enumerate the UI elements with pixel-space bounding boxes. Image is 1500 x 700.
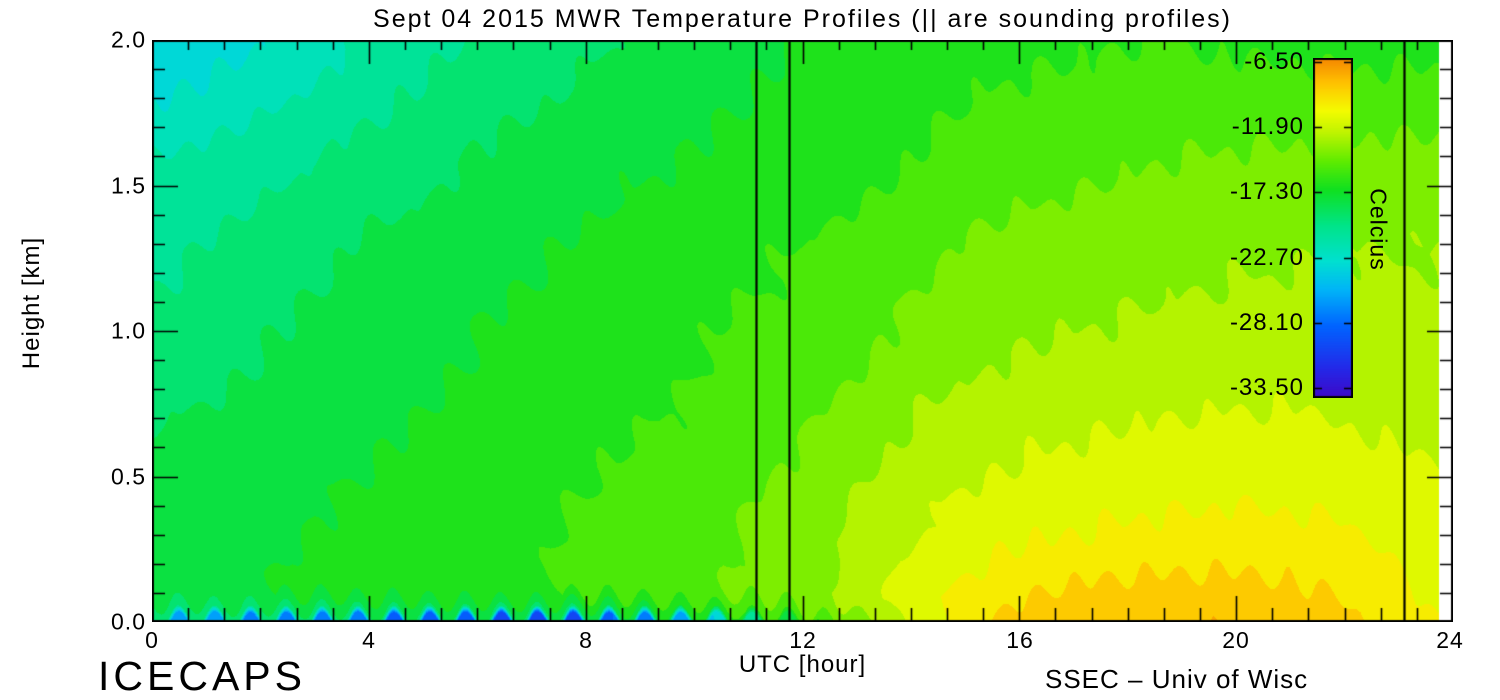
colorbar-tick-label: -17.30: [1229, 178, 1304, 205]
plot-title: Sept 04 2015 MWR Temperature Profiles (|…: [373, 5, 1232, 33]
colorbar-title: Celcius: [1365, 188, 1392, 271]
x-tick-label: 8: [579, 627, 593, 653]
y-axis-title: Height [km]: [18, 236, 45, 370]
x-tick-label: 24: [1436, 627, 1464, 653]
institution-text: SSEC – Univ of Wisc: [1045, 664, 1309, 694]
colorbar-tick-label: -28.10: [1229, 309, 1304, 336]
colorbar-tick-label: -11.90: [1231, 113, 1304, 140]
y-tick-label: 0.0: [111, 608, 146, 635]
x-tick-label: 4: [362, 627, 376, 653]
x-tick-label: 0: [145, 627, 159, 653]
x-tick-label: 20: [1222, 627, 1250, 653]
contour-plot-canvas: [152, 40, 1453, 622]
x-axis-title: UTC [hour]: [738, 651, 867, 678]
colorbar-tick-label: -6.50: [1244, 48, 1304, 75]
colorbar-tick-label: -22.70: [1229, 244, 1304, 271]
colorbar-tick-label: -33.50: [1229, 374, 1304, 401]
x-tick-label: 16: [1006, 627, 1034, 653]
y-tick-label: 0.5: [111, 463, 146, 489]
y-tick-label: 1.5: [111, 172, 146, 198]
x-tick-label: 12: [789, 627, 817, 653]
y-tick-label: 2.0: [111, 26, 146, 53]
project-name-text: ICECAPS: [98, 653, 306, 699]
colorbar: [1313, 58, 1353, 398]
y-tick-label: 1.0: [111, 317, 146, 344]
